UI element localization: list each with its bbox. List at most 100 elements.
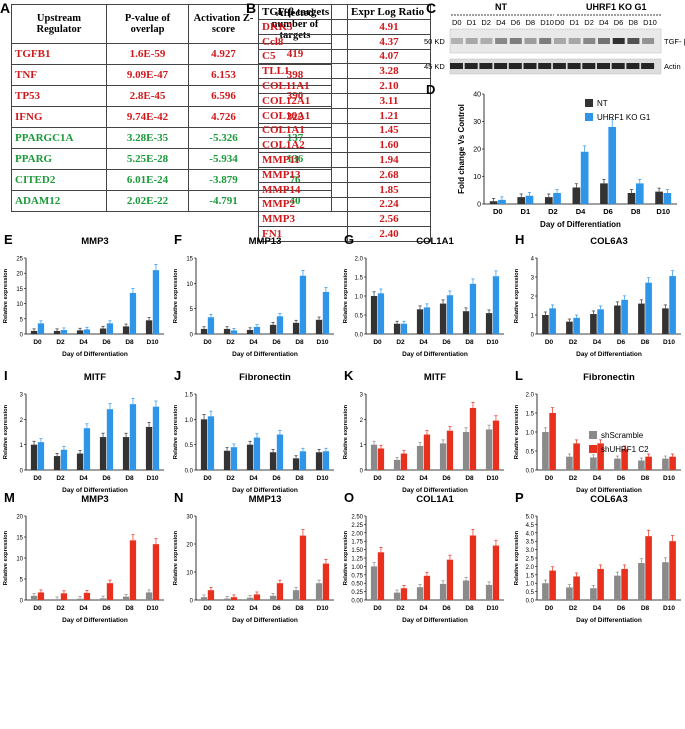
bar-uhrf1-ko [635, 183, 644, 204]
tgfb-band [568, 38, 581, 44]
chart-title: Fibronectin [239, 372, 291, 383]
log-ratio: 1.85 [347, 181, 431, 198]
chart-g-col1a1: G COL1A1 0.0 0.5 1.0 1.5 2.0 Relative expressio… [343, 232, 504, 358]
x-axis-label: Day of Differentiation [232, 351, 298, 358]
bar-uhrf1-ko [525, 195, 534, 204]
target-gene: COL16A1 [258, 107, 348, 124]
bar-uhrf1-ko [621, 299, 628, 334]
y-tick-label: 3 [20, 393, 24, 399]
p-value: 5.25E-28 [106, 148, 189, 170]
panel-letter-a: A [0, 0, 11, 16]
y-tick-label: 0 [360, 469, 364, 475]
y-tick-label: 10 [16, 302, 23, 308]
bar-nt [544, 197, 553, 204]
x-axis-label: Day of Differentiation [232, 487, 298, 494]
y-axis-label: Relative expression [343, 268, 349, 323]
y-tick-label: 0.0 [526, 599, 535, 605]
bar-uhrf1-ko [663, 193, 672, 204]
bar-shscramble [542, 583, 549, 600]
x-tick-label: D2 [396, 475, 405, 482]
y-tick-label: 0 [477, 202, 481, 209]
target-row: COL12A1 3.11 [258, 92, 431, 109]
target-row: COL11A1 2.10 [258, 78, 431, 94]
y-tick-label: 10 [473, 174, 481, 181]
panel-letter-l: L [515, 368, 523, 383]
x-tick-label: D8 [641, 475, 650, 482]
bar-shscramble [638, 460, 645, 470]
x-tick-label: D10 [317, 605, 329, 612]
bar-uhrf1-ko [377, 293, 385, 334]
x-tick-label: D10 [663, 339, 675, 346]
x-tick-label: D2 [396, 339, 405, 346]
actin-band [464, 63, 478, 69]
blot-lane-label: D8 [526, 18, 536, 27]
bar-nt [489, 201, 498, 204]
y-tick-label: 2 [531, 295, 535, 301]
y-tick-label: 2 [20, 418, 24, 424]
tgfb-band [642, 38, 655, 44]
y-tick-label: 4.5 [526, 523, 535, 529]
chart-e-mmp3: E MMP3 0 5 10 15 20 25 Relative expression Day of… [3, 232, 164, 358]
p-value: 3.28E-35 [106, 127, 189, 149]
y-axis-label: Relative expression [514, 404, 520, 459]
bar-uhrf1-ko [423, 307, 431, 334]
bar-nt [566, 321, 573, 334]
bar-shuhrf1 [492, 545, 500, 600]
bar-shuhrf1 [276, 583, 284, 600]
y-tick-label: 20 [16, 515, 23, 521]
chart-o-col1a1-sh: O COL1A1 0.00 0.25 0.50 0.75 1.00 1.25 1.50 1.75 2… [343, 490, 504, 624]
x-tick-label: D2 [56, 475, 65, 482]
y-tick-label: 5 [20, 578, 24, 584]
bar-nt [246, 444, 254, 470]
y-axis-label: Relative expression [514, 268, 520, 323]
y-axis-label: Relative expression [173, 530, 179, 585]
x-tick-label: D0 [203, 475, 212, 482]
bar-shscramble [370, 444, 378, 470]
x-tick-label: D4 [249, 475, 258, 482]
x-tick-label: D2 [56, 605, 65, 612]
y-tick-label: 1.5 [185, 393, 194, 399]
legend-label: shScramble [601, 431, 644, 440]
x-tick-label: D6 [442, 475, 451, 482]
x-tick-label: D4 [593, 475, 602, 482]
y-axis-label: Relative expression [343, 530, 349, 585]
y-tick-label: 0 [531, 333, 535, 339]
regulator-name: PPARG [11, 148, 107, 170]
log-ratio: 1.21 [347, 107, 431, 124]
bar-nt [223, 328, 231, 334]
bar-shscramble [200, 597, 208, 600]
bar-nt [200, 419, 208, 470]
y-tick-label: 0.5 [185, 443, 194, 449]
bar-shscramble [566, 456, 573, 470]
bar-nt [572, 187, 581, 204]
y-tick-label: 0.0 [526, 469, 535, 475]
log-ratio: 4.91 [347, 19, 431, 35]
x-tick-label: D8 [125, 605, 134, 612]
y-tick-label: 0.0 [185, 469, 194, 475]
bar-uhrf1-ko [498, 199, 506, 204]
bar-uhrf1-ko [230, 330, 238, 334]
regulator-name: PPARGC1A [11, 127, 107, 149]
bar-shscramble [439, 443, 447, 470]
tgfb-band [495, 38, 508, 44]
bar-shscramble [662, 562, 669, 600]
blot-lane-label: D8 [628, 18, 638, 27]
y-tick-label: 1.5 [526, 573, 535, 579]
target-gene: MMP14 [258, 181, 348, 198]
bar-shscramble [53, 599, 61, 600]
chart-k-mitf-sh: K MITF 0 1 2 3 Relative expression Day of Diffe… [343, 368, 504, 494]
x-tick-label: D6 [272, 339, 281, 346]
chart-title: MMP3 [81, 494, 108, 505]
target-gene: COL11A1 [258, 78, 348, 94]
bar-shuhrf1 [230, 597, 238, 600]
bar-shuhrf1 [37, 592, 45, 600]
bar-nt [223, 450, 231, 470]
x-tick-label: D10 [317, 475, 329, 482]
bar-shscramble [76, 598, 84, 600]
tgfb-band [451, 38, 463, 44]
y-tick-label: 3 [360, 393, 364, 399]
bar-shuhrf1 [60, 593, 68, 600]
bar-uhrf1-ko [549, 308, 556, 334]
bar-nt [393, 323, 401, 334]
bar-uhrf1-ko [580, 151, 589, 204]
